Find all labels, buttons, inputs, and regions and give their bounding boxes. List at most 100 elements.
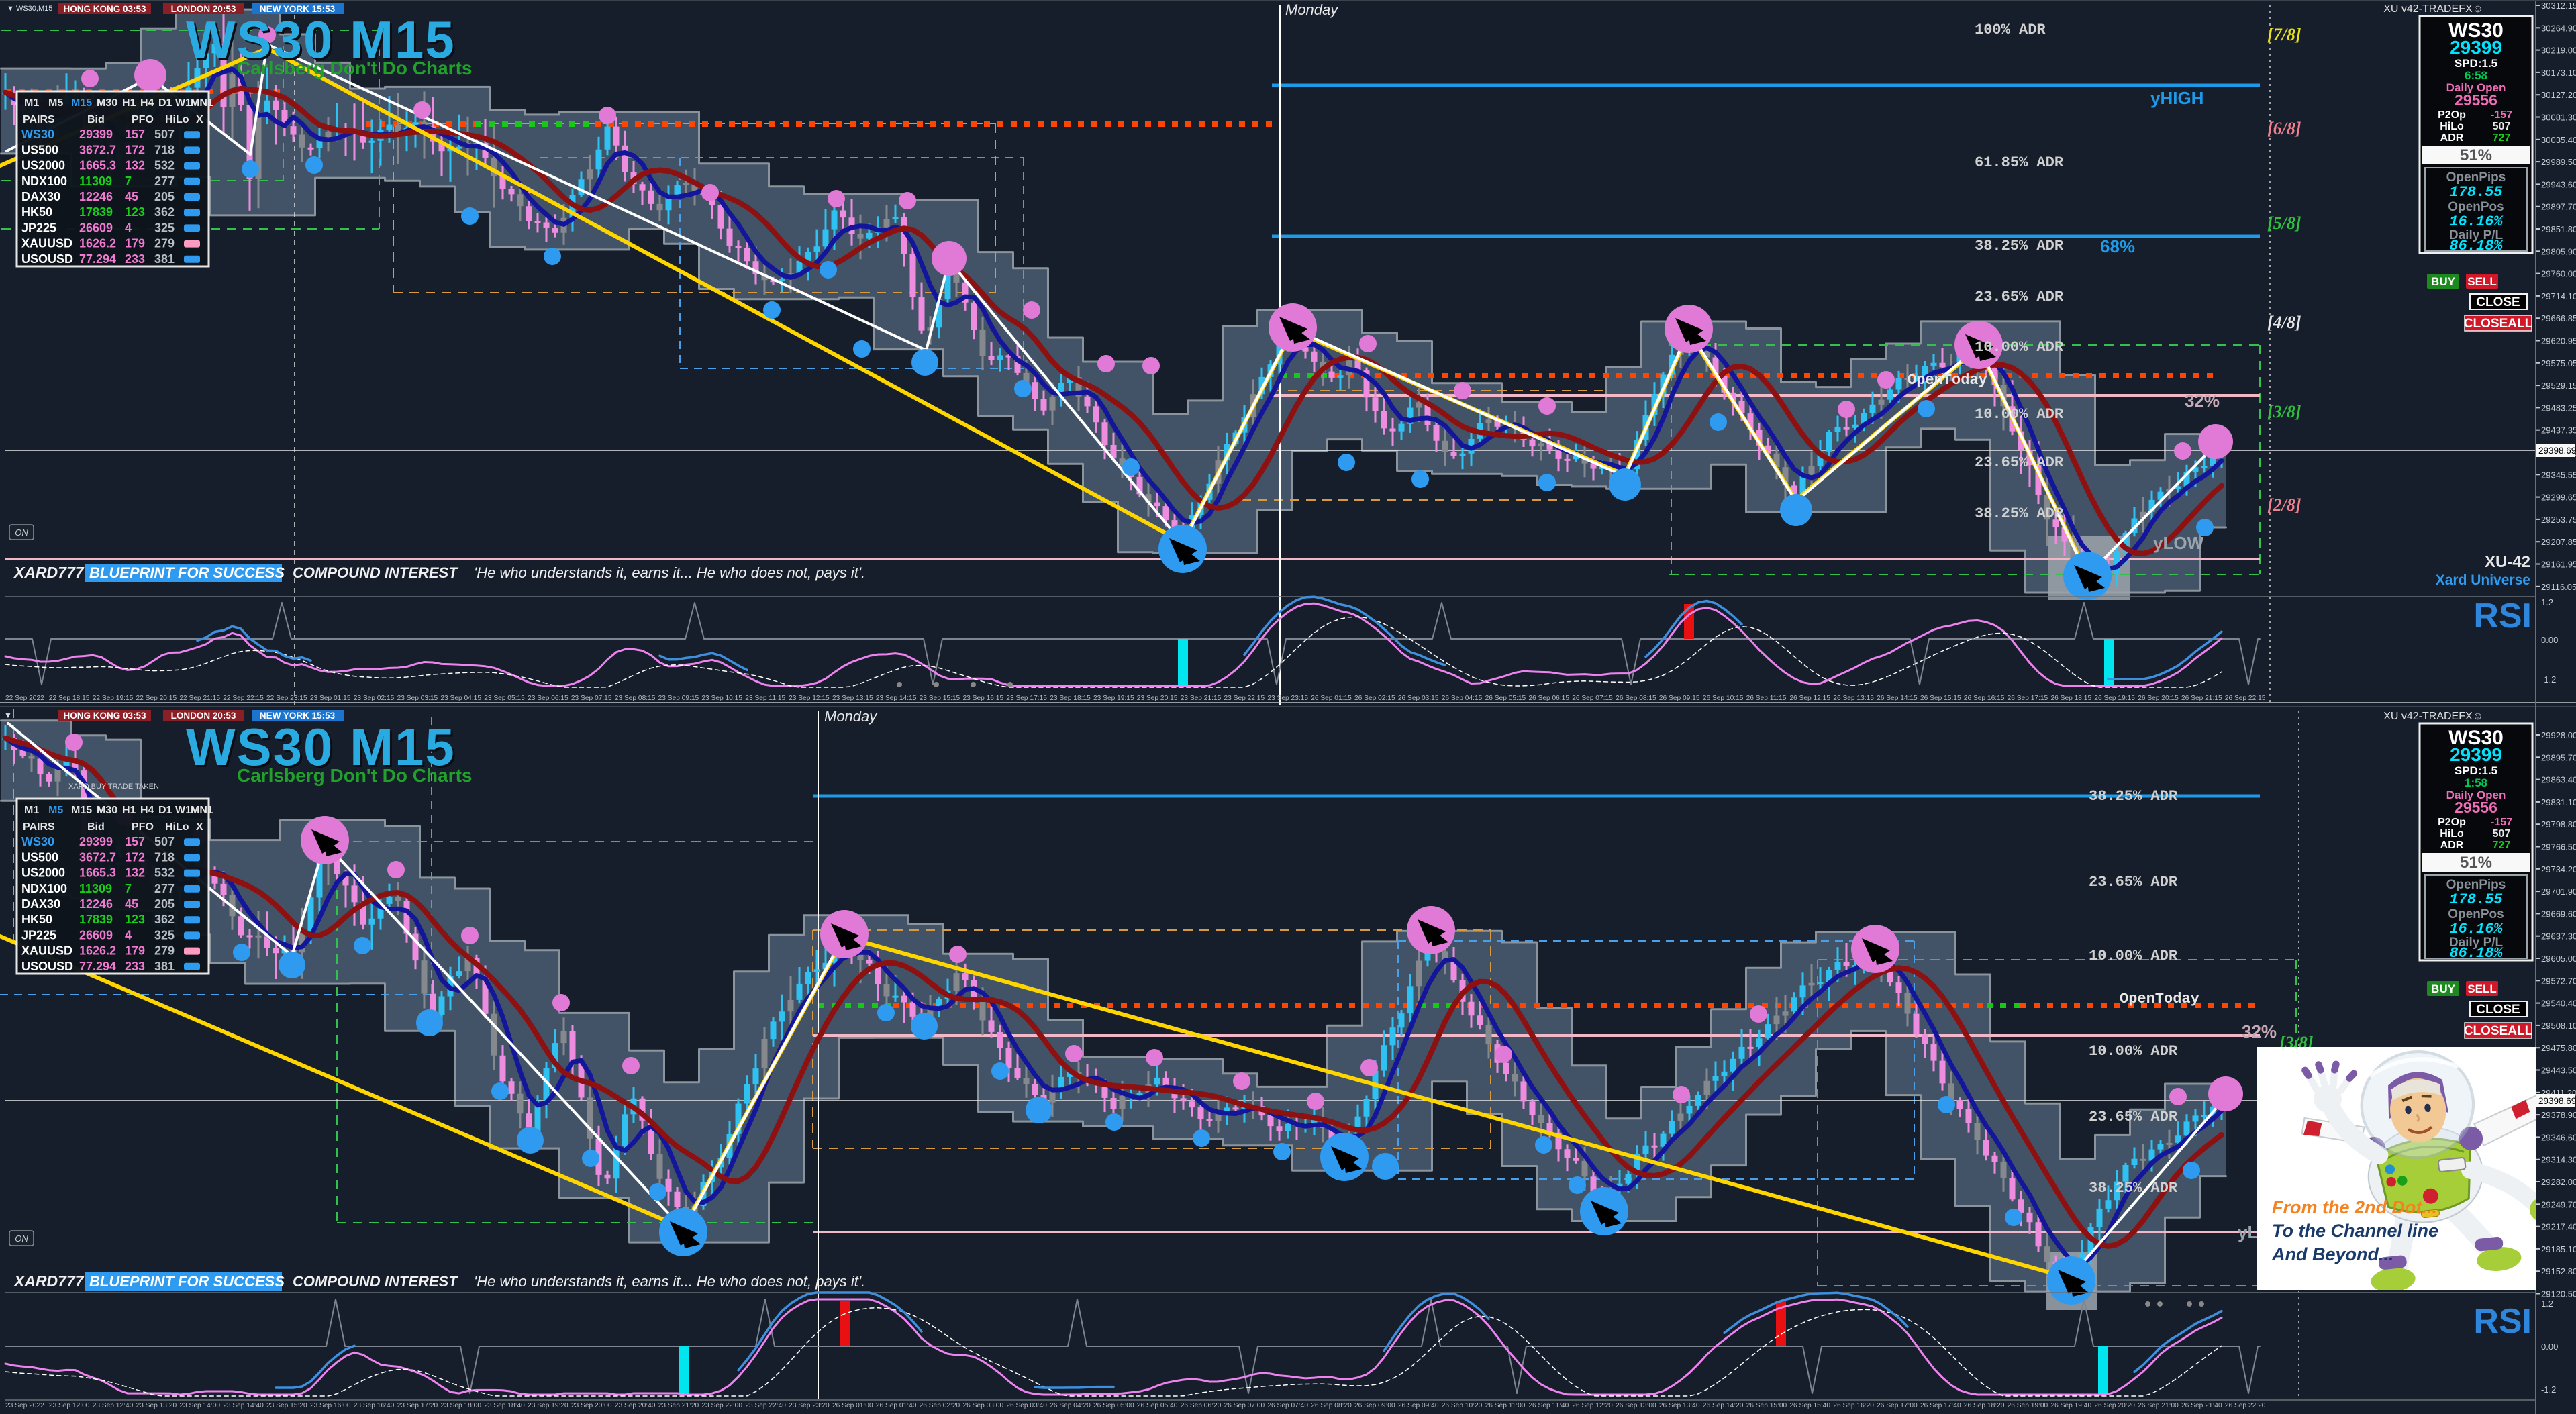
- svg-text:-157: -157: [2491, 817, 2512, 828]
- svg-text:29798.80: 29798.80: [2541, 819, 2576, 829]
- svg-text:M1: M1: [24, 805, 39, 816]
- svg-text:12246: 12246: [79, 897, 113, 911]
- svg-text:22 Sep 22:15: 22 Sep 22:15: [223, 695, 264, 702]
- svg-text:29897.70: 29897.70: [2541, 202, 2576, 212]
- svg-text:26 Sep 20:15: 26 Sep 20:15: [2138, 695, 2179, 702]
- svg-text:[2/8]: [2/8]: [2267, 495, 2301, 515]
- svg-text:D1: D1: [158, 97, 172, 109]
- svg-text:29398.69: 29398.69: [2538, 1096, 2576, 1106]
- svg-text:BLUEPRINT FOR SUCCESS: BLUEPRINT FOR SUCCESS: [89, 564, 285, 581]
- svg-text:26 Sep 01:15: 26 Sep 01:15: [1311, 695, 1352, 702]
- svg-text:23 Sep 20:00: 23 Sep 20:00: [571, 1402, 612, 1409]
- svg-text:29314.30: 29314.30: [2541, 1155, 2576, 1165]
- svg-text:Carlsberg Don't Do Charts: Carlsberg Don't Do Charts: [237, 765, 472, 786]
- svg-text:7: 7: [125, 174, 132, 188]
- svg-text:32%: 32%: [2185, 391, 2220, 411]
- svg-text:HiLo: HiLo: [165, 821, 189, 833]
- svg-text:381: 381: [154, 252, 175, 266]
- svg-text:▼: ▼: [4, 711, 12, 720]
- svg-text:23 Sep 22:15: 23 Sep 22:15: [1224, 695, 1265, 702]
- svg-text:JP225: JP225: [21, 928, 56, 942]
- svg-text:26 Sep 11:00: 26 Sep 11:00: [1485, 1402, 1526, 1409]
- svg-text:Daily Open: Daily Open: [2446, 81, 2506, 94]
- svg-text:-1.2: -1.2: [2541, 674, 2556, 685]
- svg-text:CLOSEALL: CLOSEALL: [2464, 317, 2533, 331]
- svg-text:29207.85: 29207.85: [2541, 537, 2576, 547]
- svg-text:29666.85: 29666.85: [2541, 313, 2576, 323]
- svg-text:To the Channel line: To the Channel line: [2272, 1221, 2438, 1241]
- svg-text:26 Sep 15:00: 26 Sep 15:00: [1746, 1402, 1787, 1409]
- svg-text:26 Sep 10:20: 26 Sep 10:20: [1442, 1402, 1483, 1409]
- svg-text:23 Sep 23:15: 23 Sep 23:15: [1267, 695, 1308, 702]
- svg-text:P2Op: P2Op: [2438, 109, 2466, 121]
- svg-text:4: 4: [125, 221, 132, 234]
- svg-text:23 Sep 18:15: 23 Sep 18:15: [1050, 695, 1091, 702]
- svg-text:26 Sep 08:15: 26 Sep 08:15: [1616, 695, 1656, 702]
- svg-text:US500: US500: [21, 143, 58, 156]
- svg-text:NEW YORK 15:53: NEW YORK 15:53: [260, 4, 336, 14]
- svg-text:29399: 29399: [2450, 37, 2502, 58]
- svg-text:507: 507: [154, 835, 175, 848]
- svg-text:23 Sep 13:15: 23 Sep 13:15: [832, 695, 873, 702]
- svg-text:3672.7: 3672.7: [79, 850, 116, 864]
- svg-text:ON: ON: [15, 527, 28, 538]
- svg-text:XARD BUY TRADE TAKEN: XARD BUY TRADE TAKEN: [68, 782, 159, 791]
- svg-text:23 Sep 14:40: 23 Sep 14:40: [223, 1402, 264, 1409]
- svg-text:23 Sep 12:40: 23 Sep 12:40: [93, 1402, 134, 1409]
- svg-text:16.16%: 16.16%: [2449, 213, 2504, 230]
- svg-text:22 Sep 19:15: 22 Sep 19:15: [93, 695, 134, 702]
- svg-text:29556: 29556: [2455, 799, 2497, 816]
- svg-text:26 Sep 09:15: 26 Sep 09:15: [1659, 695, 1700, 702]
- svg-text:'He who understands it, earns: 'He who understands it, earns it... He w…: [474, 564, 865, 581]
- svg-text:16.16%: 16.16%: [2449, 921, 2504, 938]
- svg-text:1.2: 1.2: [2541, 1299, 2553, 1309]
- svg-text:29540.40: 29540.40: [2541, 999, 2576, 1009]
- svg-text:WS30 M15: WS30 M15: [188, 12, 458, 71]
- svg-text:Daily Open: Daily Open: [2446, 789, 2506, 801]
- svg-text:XAUUSD: XAUUSD: [21, 944, 72, 958]
- svg-text:233: 233: [125, 960, 145, 973]
- svg-text:22 Sep 2022: 22 Sep 2022: [5, 695, 44, 702]
- svg-text:0.00: 0.00: [2541, 1342, 2558, 1352]
- svg-text:Monday: Monday: [1285, 1, 1339, 18]
- svg-text:Carlsberg Don't Do Charts: Carlsberg Don't Do Charts: [237, 58, 472, 79]
- svg-text:23 Sep 13:20: 23 Sep 13:20: [136, 1402, 177, 1409]
- svg-text:29714.10: 29714.10: [2541, 291, 2576, 301]
- svg-text:yHIGH: yHIGH: [2150, 88, 2203, 108]
- svg-text:29152.80: 29152.80: [2541, 1266, 2576, 1276]
- svg-text:RSI: RSI: [2473, 1302, 2532, 1341]
- svg-text:yLOW: yLOW: [2153, 533, 2204, 553]
- svg-text:26 Sep 05:15: 26 Sep 05:15: [1485, 695, 1526, 702]
- svg-text:29529.15: 29529.15: [2541, 381, 2576, 391]
- svg-text:532: 532: [154, 159, 175, 172]
- svg-text:US2000: US2000: [21, 866, 65, 880]
- svg-text:26 Sep 21:40: 26 Sep 21:40: [2181, 1402, 2222, 1409]
- svg-text:[5/8]: [5/8]: [2267, 213, 2301, 233]
- svg-text:26 Sep 19:40: 26 Sep 19:40: [2051, 1402, 2092, 1409]
- svg-text:29863.40: 29863.40: [2541, 775, 2576, 785]
- svg-text:DAX30: DAX30: [21, 897, 60, 911]
- svg-text:29851.80: 29851.80: [2541, 224, 2576, 234]
- svg-text:26 Sep 02:15: 26 Sep 02:15: [1354, 695, 1395, 702]
- svg-text:532: 532: [154, 866, 175, 880]
- svg-text:1:58: 1:58: [2465, 776, 2487, 789]
- svg-text:COMPOUND INTEREST: COMPOUND INTEREST: [293, 1273, 458, 1290]
- svg-text:157: 157: [125, 835, 145, 848]
- svg-text:HK50: HK50: [21, 913, 52, 926]
- svg-text:LONDON 20:53: LONDON 20:53: [171, 4, 236, 14]
- svg-text:23 Sep 21:20: 23 Sep 21:20: [658, 1402, 699, 1409]
- svg-text:29475.80: 29475.80: [2541, 1043, 2576, 1053]
- svg-text:77.294: 77.294: [79, 252, 116, 266]
- svg-text:29345.55: 29345.55: [2541, 470, 2576, 480]
- svg-text:XARD777: XARD777: [13, 564, 85, 581]
- svg-text:29399: 29399: [79, 835, 113, 848]
- svg-text:26 Sep 10:15: 26 Sep 10:15: [1703, 695, 1744, 702]
- svg-text:23 Sep 19:15: 23 Sep 19:15: [1093, 695, 1134, 702]
- svg-text:26 Sep 13:00: 26 Sep 13:00: [1616, 1402, 1656, 1409]
- svg-text:26 Sep 07:40: 26 Sep 07:40: [1267, 1402, 1308, 1409]
- svg-text:XU v42-TRADEFX☺: XU v42-TRADEFX☺: [2383, 711, 2483, 722]
- svg-text:23 Sep 01:15: 23 Sep 01:15: [310, 695, 351, 702]
- svg-text:NDX100: NDX100: [21, 882, 67, 895]
- svg-text:325: 325: [154, 221, 175, 234]
- svg-text:26 Sep 12:15: 26 Sep 12:15: [1789, 695, 1830, 702]
